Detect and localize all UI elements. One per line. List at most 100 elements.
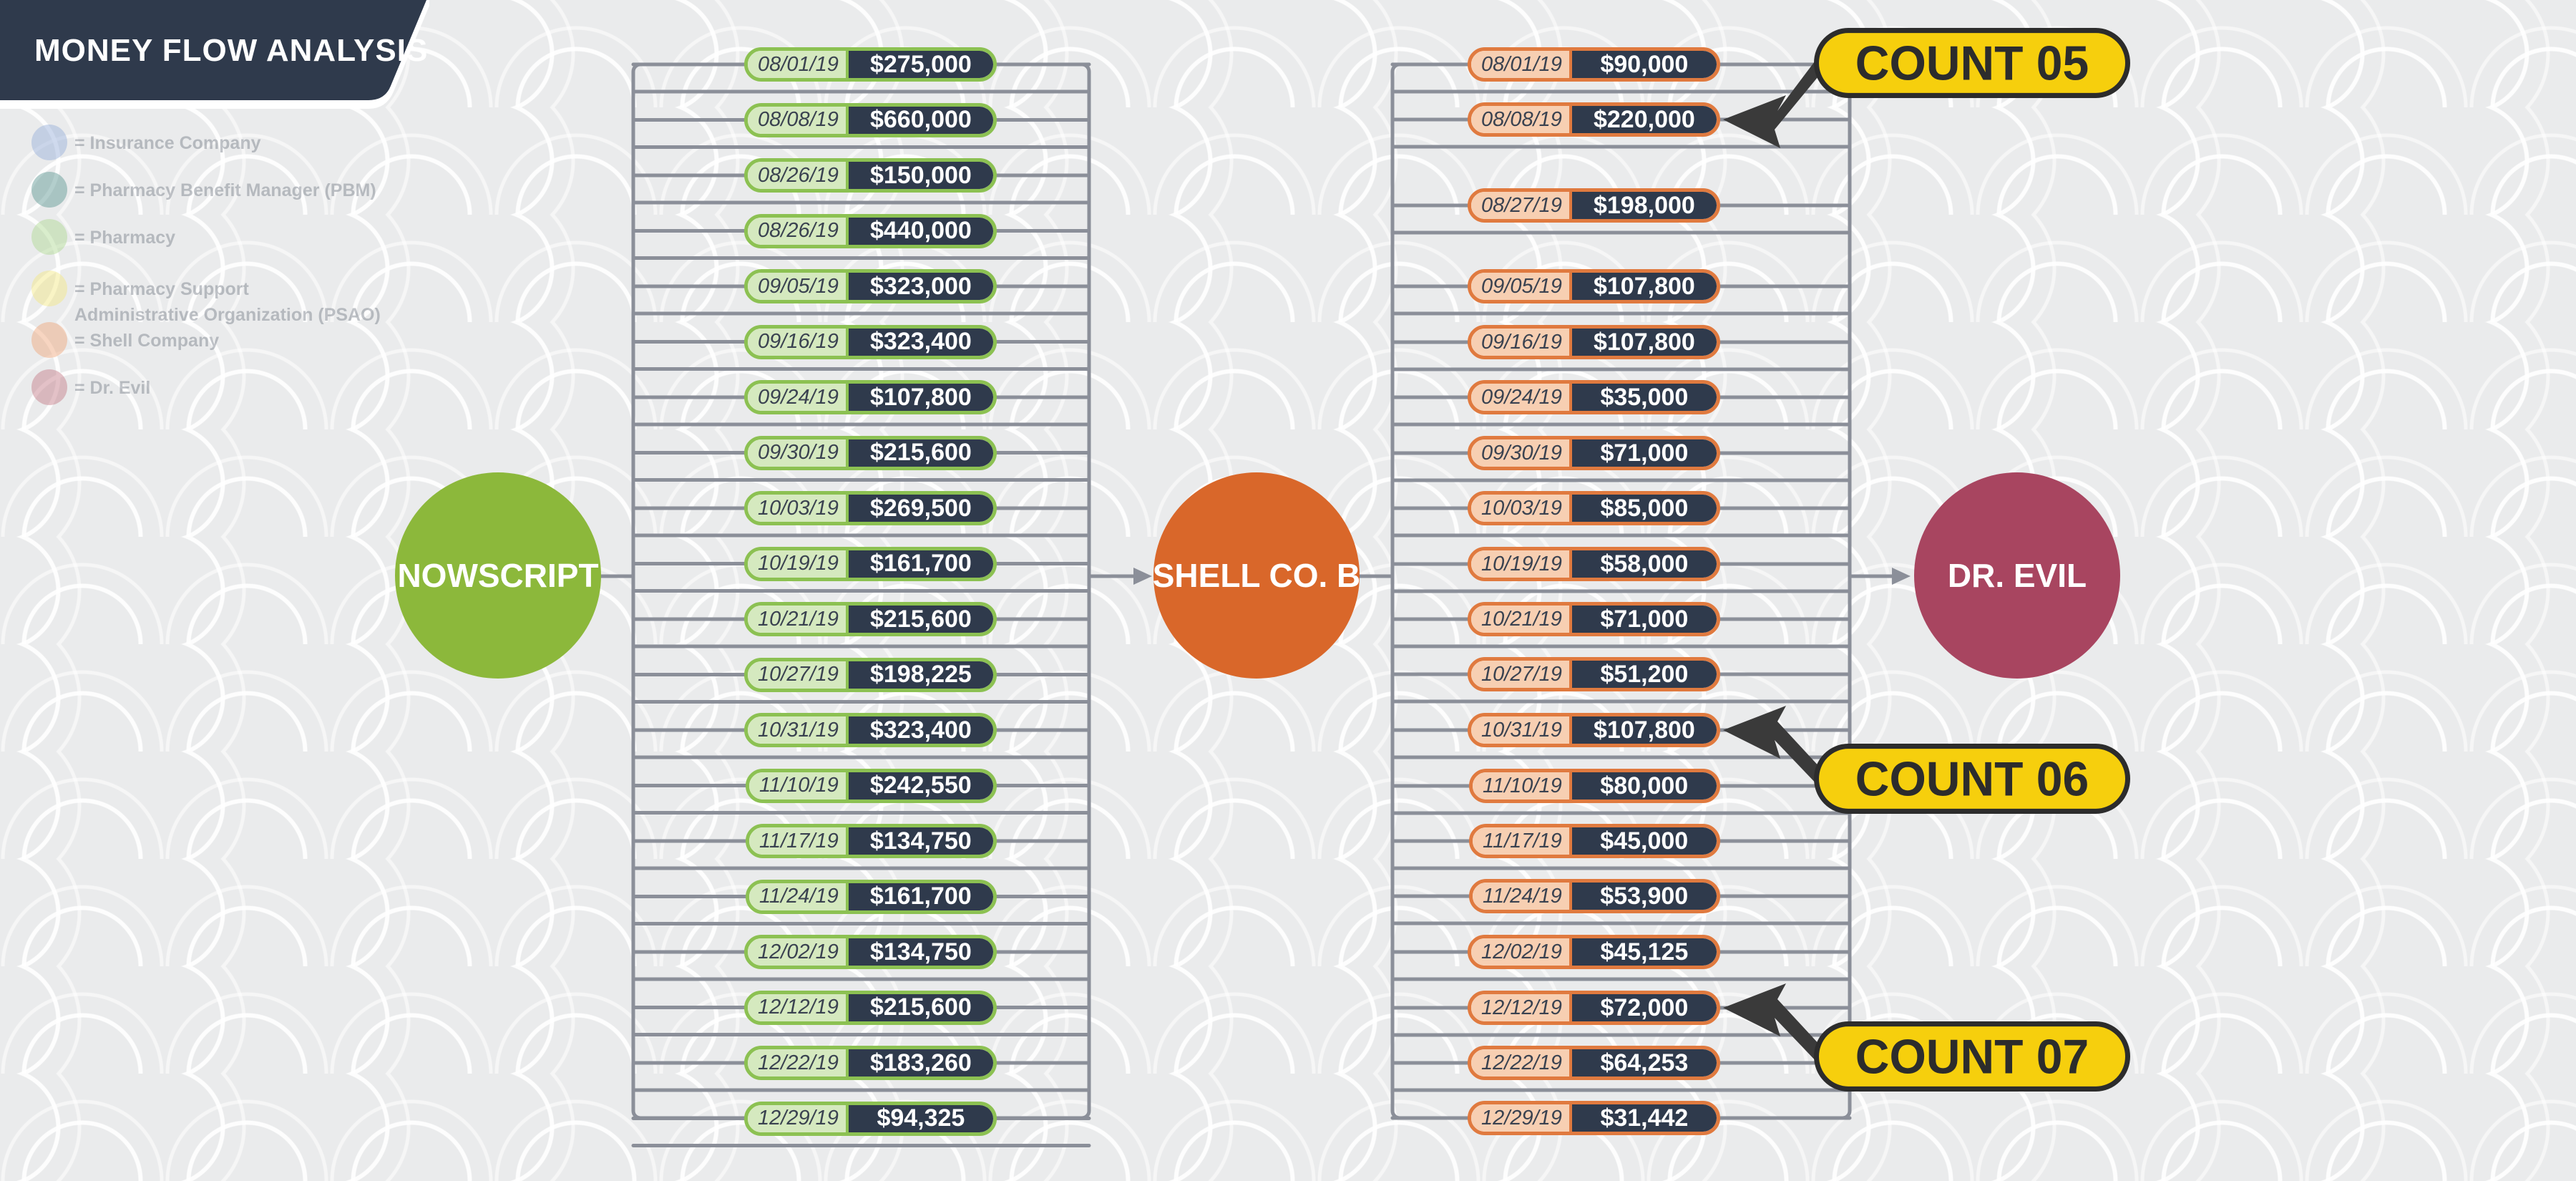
transaction-pill: 08/27/19 $198,000	[1468, 188, 1720, 223]
transaction-pill: 10/19/19 $161,700	[744, 546, 997, 581]
flow-arrowhead	[1133, 568, 1152, 585]
transaction-date: 08/08/19	[748, 106, 849, 134]
transaction-date: 08/01/19	[1471, 51, 1572, 78]
transaction-pill: 12/02/19 $45,125	[1468, 935, 1720, 969]
transaction-amount: $269,500	[848, 495, 993, 522]
transaction-pill: 11/24/19 $161,700	[746, 879, 997, 914]
legend-label: = Shell Company	[74, 331, 220, 351]
transaction-pill: 12/12/19 $215,600	[744, 990, 997, 1025]
transaction-pill: 09/24/19 $107,800	[744, 380, 997, 414]
transaction-amount: $45,125	[1571, 938, 1717, 966]
transaction-pill: 12/12/19 $72,000	[1468, 991, 1720, 1025]
transaction-pill: 10/21/19 $215,600	[744, 602, 997, 636]
transaction-amount: $198,000	[1571, 192, 1717, 219]
legend-swatch	[31, 125, 67, 160]
transaction-amount: $242,550	[848, 772, 993, 800]
transaction-date: 11/17/19	[749, 827, 849, 855]
title-tab: MONEY FLOW ANALYSIS	[0, 0, 429, 113]
transaction-date: 11/24/19	[1473, 883, 1572, 910]
transaction-date: 09/24/19	[748, 384, 849, 411]
transaction-date: 12/29/19	[748, 1104, 849, 1132]
transaction-amount: $134,750	[848, 938, 993, 966]
legend-item: = Pharmacy	[31, 219, 175, 255]
transaction-pill: 11/17/19 $45,000	[1469, 824, 1720, 858]
transaction-amount: $64,253	[1571, 1049, 1717, 1076]
legend-label: = Pharmacy Support Administrative Organi…	[74, 279, 381, 325]
transaction-pill: 08/01/19 $90,000	[1468, 47, 1720, 82]
legend-item: = Pharmacy Benefit Manager (PBM)	[31, 172, 376, 208]
transaction-pill: 08/26/19 $440,000	[744, 213, 997, 248]
node-dr-evil: DR. EVIL	[1914, 472, 2120, 679]
transaction-pill: 10/19/19 $58,000	[1468, 547, 1720, 581]
transaction-date: 10/31/19	[748, 716, 849, 744]
transaction-date: 09/05/19	[1471, 273, 1572, 300]
transaction-pill: 11/10/19 $242,550	[746, 768, 997, 803]
legend-swatch	[31, 322, 67, 358]
count-callout: COUNT 05	[1814, 28, 2130, 98]
transaction-date: 10/03/19	[748, 495, 849, 522]
node-shell-co-b: SHELL CO. B	[1153, 472, 1360, 679]
transaction-pill: 10/31/19 $107,800	[1468, 713, 1720, 747]
transaction-pill: 11/17/19 $134,750	[746, 824, 997, 858]
transaction-pill: 08/01/19 $275,000	[744, 47, 997, 82]
transaction-pill: 10/21/19 $71,000	[1468, 602, 1720, 636]
transaction-amount: $220,000	[1571, 106, 1717, 133]
transaction-date: 09/16/19	[748, 328, 849, 356]
flow-arrowhead	[1892, 568, 1911, 585]
node-nowscript: NOWSCRIPT	[395, 472, 601, 679]
transaction-date: 09/30/19	[1471, 439, 1572, 467]
legend-item: = Pharmacy Support Administrative Organi…	[31, 271, 381, 328]
transaction-pill: 10/03/19 $85,000	[1468, 491, 1720, 525]
transaction-pill: 09/16/19 $323,400	[744, 324, 997, 359]
node-dr-evil-label: DR. EVIL	[1947, 557, 2087, 594]
transaction-pill: 12/29/19 $94,325	[744, 1101, 997, 1136]
transaction-pill: 10/31/19 $323,400	[744, 713, 997, 747]
transaction-date: 12/12/19	[748, 993, 849, 1021]
transaction-date: 12/02/19	[748, 938, 849, 966]
transaction-pill: 10/27/19 $198,225	[744, 657, 997, 692]
count-callout: COUNT 06	[1814, 744, 2130, 814]
transaction-pill: 12/29/19 $31,442	[1468, 1101, 1720, 1135]
transaction-date: 10/03/19	[1471, 495, 1572, 522]
legend-label: = Dr. Evil	[74, 378, 151, 398]
transaction-amount: $85,000	[1571, 495, 1717, 522]
transaction-amount: $215,600	[848, 606, 993, 633]
transaction-amount: $161,700	[848, 883, 993, 910]
transaction-pill: 11/10/19 $80,000	[1469, 769, 1720, 803]
count-pointer-arrow	[1723, 706, 1821, 789]
transaction-amount: $275,000	[848, 51, 993, 78]
transaction-amount: $150,000	[848, 162, 993, 189]
transaction-amount: $90,000	[1571, 51, 1717, 78]
transaction-date: 08/27/19	[1471, 192, 1572, 219]
transaction-amount: $134,750	[848, 827, 993, 855]
transaction-amount: $71,000	[1571, 606, 1717, 633]
transaction-pill: 09/05/19 $323,000	[744, 269, 997, 303]
legend-item: = Dr. Evil	[31, 369, 151, 405]
legend-item: = Shell Company	[31, 322, 220, 358]
transaction-amount: $198,225	[848, 661, 993, 689]
transaction-date: 11/10/19	[1473, 772, 1572, 800]
transaction-pill: 09/16/19 $107,800	[1468, 325, 1720, 359]
transaction-date: 09/30/19	[748, 439, 849, 467]
legend-item: = Insurance Company	[31, 125, 261, 160]
transaction-date: 12/29/19	[1471, 1104, 1572, 1132]
transaction-amount: $660,000	[848, 106, 993, 134]
transaction-date: 11/10/19	[749, 772, 849, 800]
transaction-amount: $51,200	[1571, 661, 1717, 688]
transaction-date: 10/27/19	[748, 661, 849, 689]
transaction-date: 10/19/19	[748, 550, 849, 578]
transaction-date: 09/05/19	[748, 273, 849, 300]
node-shell-co-b-label: SHELL CO. B	[1152, 557, 1361, 594]
transaction-amount: $323,400	[848, 328, 993, 356]
legend-swatch	[31, 172, 67, 208]
transaction-date: 10/27/19	[1471, 661, 1572, 688]
transaction-pill: 10/27/19 $51,200	[1468, 657, 1720, 691]
transaction-date: 08/01/19	[748, 51, 849, 78]
transaction-amount: $107,800	[848, 384, 993, 411]
transaction-date: 12/12/19	[1471, 994, 1572, 1021]
legend-label: = Insurance Company	[74, 133, 261, 153]
legend-swatch	[31, 369, 67, 405]
transaction-amount: $107,800	[1571, 716, 1717, 744]
transaction-amount: $440,000	[848, 217, 993, 245]
